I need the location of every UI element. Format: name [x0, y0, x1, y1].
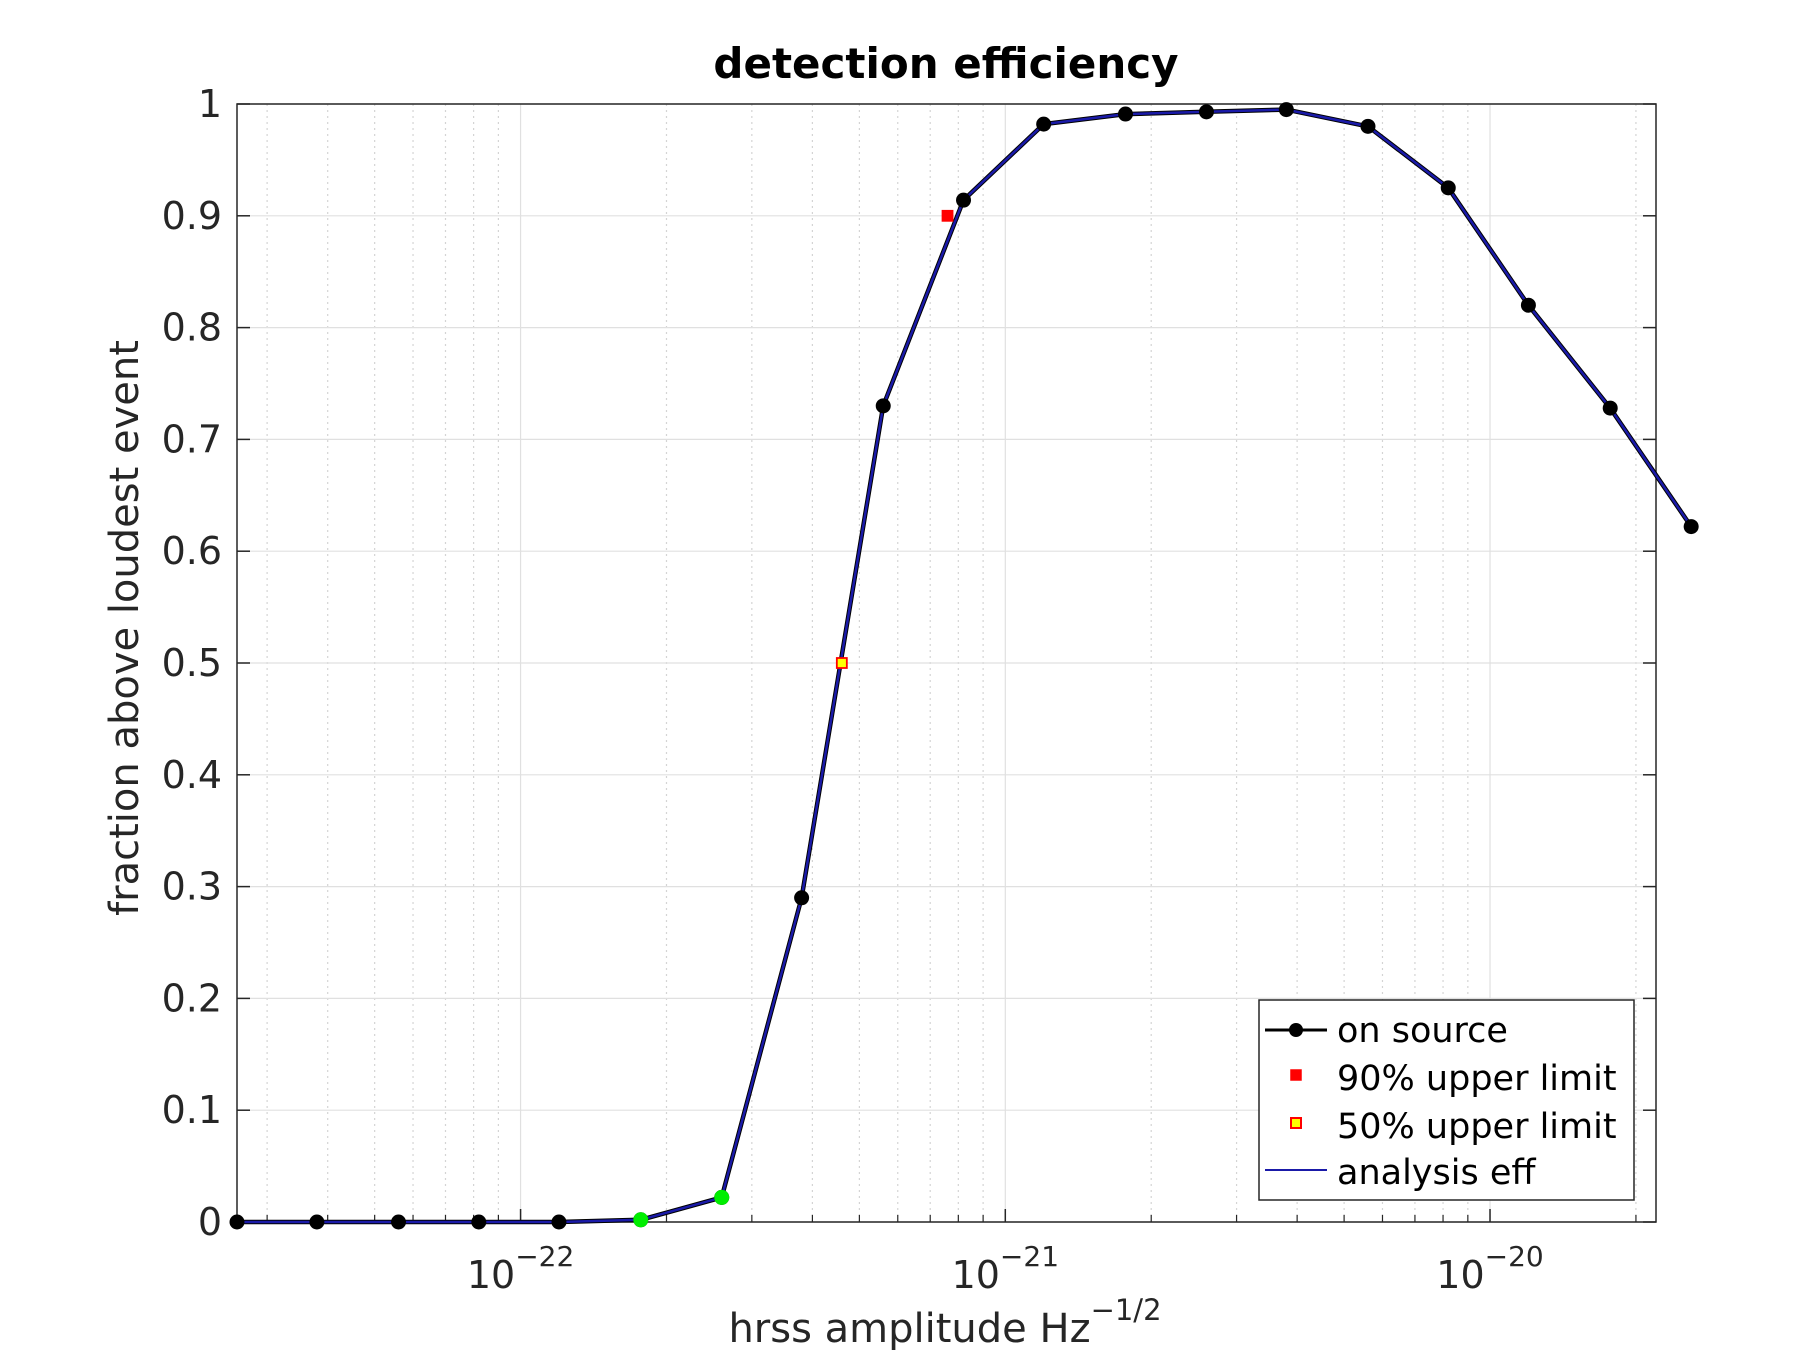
x-tick-labels: 10−22 10−21 10−20 — [467, 1240, 1544, 1297]
legend-marker-90-limit — [1290, 1069, 1302, 1081]
on-source-point — [875, 398, 891, 414]
on-source-point — [1117, 106, 1133, 122]
x-axis-label-exponent: −1/2 — [1091, 1293, 1162, 1327]
y-tick-label: 0.7 — [162, 417, 222, 461]
legend-label-analysis-eff: analysis eff — [1337, 1153, 1536, 1193]
on-source-point — [309, 1214, 325, 1230]
x-tick-label: 10−20 — [1436, 1240, 1543, 1297]
on-source-point — [471, 1214, 487, 1230]
legend-label-50-limit: 50% upper limit — [1337, 1107, 1617, 1147]
y-axis-label: fraction above loudest event — [102, 340, 148, 916]
on-source-point — [956, 192, 972, 208]
x-tick-label: 10−21 — [952, 1240, 1059, 1297]
y-tick-label: 0 — [198, 1200, 222, 1244]
y-tick-label: 0.9 — [162, 194, 222, 238]
on-source-point — [551, 1214, 567, 1230]
y-tick-label: 0.4 — [162, 753, 222, 797]
on-source-point — [1440, 180, 1456, 196]
upper-limit-90-marker — [941, 209, 954, 222]
legend-marker-50-limit — [1290, 1117, 1302, 1129]
y-tick-label: 0.5 — [162, 641, 222, 685]
on-source-point — [229, 1214, 245, 1230]
x-axis-label: hrss amplitude Hz−1/2 — [728, 1293, 1161, 1350]
x-tick-base: 10 — [952, 1253, 1000, 1297]
on-source-point — [794, 890, 810, 906]
y-tick-label: 0.3 — [162, 865, 222, 909]
legend-box — [1258, 999, 1635, 1201]
x-tick-exponent: −20 — [1485, 1240, 1544, 1273]
y-tick-label: 0.6 — [162, 529, 222, 573]
on-source-point — [1198, 104, 1214, 120]
x-axis-label-main: hrss amplitude Hz — [728, 1306, 1090, 1350]
on-source-point — [1278, 102, 1294, 118]
x-tick-base: 10 — [467, 1253, 515, 1297]
legend-marker-on-source — [1289, 1023, 1303, 1037]
x-tick-label: 10−22 — [467, 1240, 574, 1297]
highlight-point — [633, 1212, 649, 1228]
y-tick-label: 1 — [198, 82, 222, 126]
highlight-point — [714, 1189, 730, 1205]
y-tick-label: 0.1 — [162, 1088, 222, 1132]
on-source-point — [391, 1214, 407, 1230]
y-tick-labels: 0 0.1 0.2 0.3 0.4 0.5 0.6 0.7 0.8 0.9 1 — [162, 82, 222, 1244]
on-source-point — [1520, 297, 1536, 313]
chart-title: detection efficiency — [713, 39, 1178, 88]
x-tick-base: 10 — [1436, 1253, 1484, 1297]
on-source-point — [1360, 118, 1376, 134]
on-source-point — [1683, 519, 1699, 535]
markers-layer — [229, 102, 1699, 1230]
x-tick-exponent: −22 — [515, 1240, 574, 1273]
legend-label-90-limit: 90% upper limit — [1337, 1059, 1617, 1099]
legend-label-on-source: on source — [1337, 1011, 1508, 1051]
upper-limit-50-marker — [835, 657, 848, 669]
on-source-point — [1036, 116, 1052, 132]
legend: on source 90% upper limit 50% upper limi… — [1258, 999, 1635, 1201]
y-tick-label: 0.2 — [162, 976, 222, 1020]
x-tick-exponent: −21 — [1000, 1240, 1059, 1273]
y-tick-label: 0.8 — [162, 306, 222, 350]
on-source-point — [1602, 400, 1618, 416]
